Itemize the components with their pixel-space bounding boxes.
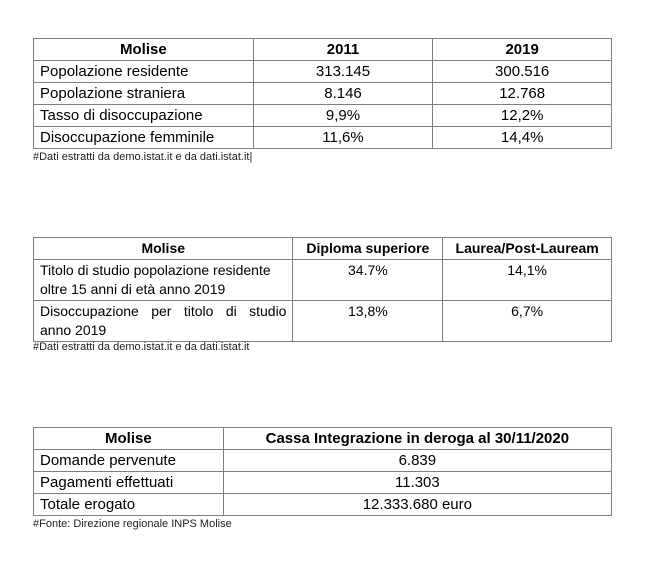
cell-value: 13,8% [292,300,444,342]
source-note: #Dati estratti da demo.istat.it e da dat… [33,341,250,353]
cell-value: 8.146 [252,82,434,105]
table-population-stats: Molise 2011 2019 Popolazione residente 3… [33,38,612,149]
table-row: Disoccupazione per titolo di studio anno… [32,300,612,342]
row-label: Pagamenti effettuati [33,471,224,494]
header-region: Molise [33,427,224,450]
cell-value: 6,7% [442,300,612,342]
table-row: Popolazione straniera 8.146 12.768 [33,82,612,105]
row-label: Popolazione residente [33,60,254,83]
cell-value: 9,9% [252,104,434,127]
row-label: Popolazione straniera [33,82,254,105]
row-label: Titolo di studio popolazione residente o… [32,259,294,301]
cell-value: 34.7% [292,259,444,301]
cell-value: 11.303 [222,471,613,494]
header-degree: Laurea/Post-Lauream [442,237,612,260]
table-row: Domande pervenute 6.839 [33,449,613,472]
cell-value: 313.145 [252,60,434,83]
cell-value: 14,4% [432,126,612,149]
cell-value: 12,2% [432,104,612,127]
row-label: Disoccupazione femminile [33,126,254,149]
cell-value: 12.768 [432,82,612,105]
header-region: Molise [33,38,254,61]
table-row: Disoccupazione femminile 11,6% 14,4% [33,126,612,149]
row-label: Disoccupazione per titolo di studio anno… [32,300,294,342]
table-cassa-integrazione: Molise Cassa Integrazione in deroga al 3… [33,427,613,516]
cell-value: 14,1% [442,259,612,301]
table-row: Totale erogato 12.333.680 euro [33,493,613,516]
header-cassa-integrazione: Cassa Integrazione in deroga al 30/11/20… [222,427,613,450]
cell-value: 6.839 [222,449,613,472]
table-education-stats: Molise Diploma superiore Laurea/Post-Lau… [32,237,612,342]
cell-value: 11,6% [252,126,434,149]
table-header-row: Molise Cassa Integrazione in deroga al 3… [33,427,613,450]
table-row: Popolazione residente 313.145 300.516 [33,60,612,83]
row-label: Tasso di disoccupazione [33,104,254,127]
row-label: Domande pervenute [33,449,224,472]
table-header-row: Molise Diploma superiore Laurea/Post-Lau… [32,237,612,260]
cell-value: 12.333.680 euro [222,493,613,516]
cell-value: 300.516 [432,60,612,83]
table-header-row: Molise 2011 2019 [33,38,612,61]
source-note: #Fonte: Direzione regionale INPS Molise [33,518,232,530]
header-year-2019: 2019 [432,38,612,61]
source-note: #Dati estratti da demo.istat.it e da dat… [33,151,253,163]
row-label: Totale erogato [33,493,224,516]
table-row: Titolo di studio popolazione residente o… [32,259,612,301]
table-row: Tasso di disoccupazione 9,9% 12,2% [33,104,612,127]
header-diploma: Diploma superiore [292,237,444,260]
table-row: Pagamenti effettuati 11.303 [33,471,613,494]
header-region: Molise [32,237,294,260]
header-year-2011: 2011 [252,38,434,61]
